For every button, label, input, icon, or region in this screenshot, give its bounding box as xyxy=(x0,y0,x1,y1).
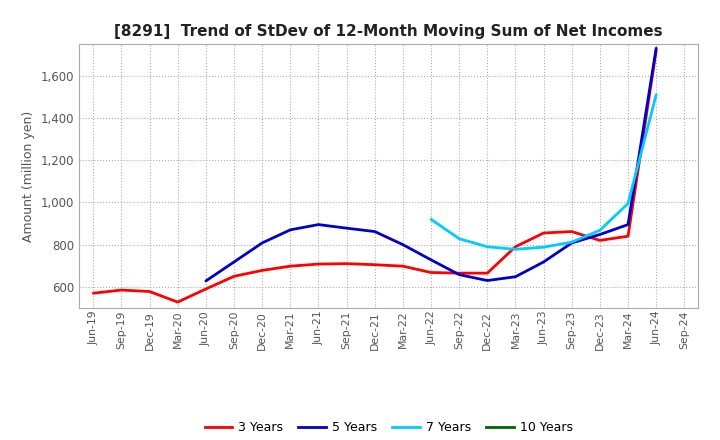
3 Years xyxy=(624,234,632,239)
3 Years xyxy=(511,244,520,249)
Line: 5 Years: 5 Years xyxy=(206,48,656,281)
3 Years xyxy=(370,262,379,268)
5 Years xyxy=(314,222,323,227)
7 Years xyxy=(483,244,492,249)
5 Years xyxy=(595,232,604,237)
3 Years xyxy=(567,229,576,234)
3 Years xyxy=(145,289,154,294)
7 Years xyxy=(455,236,464,242)
3 Years xyxy=(117,287,126,293)
3 Years xyxy=(652,48,660,53)
3 Years xyxy=(258,268,266,273)
3 Years xyxy=(202,286,210,292)
5 Years xyxy=(567,240,576,246)
Line: 3 Years: 3 Years xyxy=(94,50,656,302)
5 Years xyxy=(399,242,408,247)
3 Years xyxy=(89,290,98,296)
3 Years xyxy=(174,300,182,305)
5 Years xyxy=(370,229,379,234)
7 Years xyxy=(539,245,548,250)
5 Years xyxy=(202,279,210,284)
3 Years xyxy=(342,261,351,266)
5 Years xyxy=(230,259,238,264)
5 Years xyxy=(258,240,266,246)
5 Years xyxy=(286,227,294,232)
5 Years xyxy=(483,278,492,283)
3 Years xyxy=(399,264,408,269)
7 Years xyxy=(567,239,576,245)
7 Years xyxy=(624,201,632,206)
7 Years xyxy=(595,227,604,233)
Y-axis label: Amount (million yen): Amount (million yen) xyxy=(22,110,35,242)
5 Years xyxy=(539,259,548,264)
3 Years xyxy=(455,271,464,276)
7 Years xyxy=(511,247,520,252)
3 Years xyxy=(314,261,323,267)
5 Years xyxy=(511,274,520,279)
3 Years xyxy=(427,270,436,275)
Line: 7 Years: 7 Years xyxy=(431,95,656,249)
7 Years xyxy=(652,92,660,97)
3 Years xyxy=(230,274,238,279)
5 Years xyxy=(455,272,464,277)
3 Years xyxy=(483,271,492,276)
5 Years xyxy=(427,257,436,263)
3 Years xyxy=(595,238,604,243)
Legend: 3 Years, 5 Years, 7 Years, 10 Years: 3 Years, 5 Years, 7 Years, 10 Years xyxy=(199,416,578,439)
3 Years xyxy=(539,231,548,236)
7 Years xyxy=(427,216,436,222)
5 Years xyxy=(342,226,351,231)
Title: [8291]  Trend of StDev of 12-Month Moving Sum of Net Incomes: [8291] Trend of StDev of 12-Month Moving… xyxy=(114,24,663,39)
5 Years xyxy=(624,222,632,227)
5 Years xyxy=(652,46,660,51)
3 Years xyxy=(286,264,294,269)
